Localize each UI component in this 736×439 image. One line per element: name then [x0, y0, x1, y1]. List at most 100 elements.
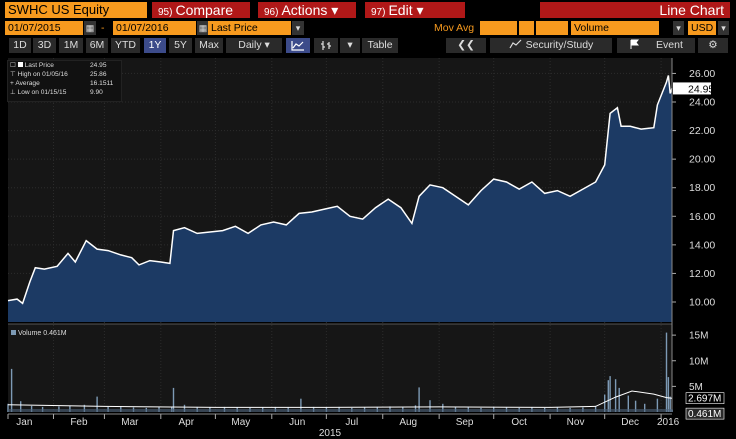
price-area — [8, 75, 672, 323]
volume-bars — [7, 332, 673, 412]
edit-number: 97) — [371, 7, 386, 18]
security-study-button[interactable]: Security/Study — [490, 38, 612, 53]
month-tick-label: Jun — [289, 417, 305, 428]
volume-bar — [414, 405, 417, 412]
price-tick-label: 10.00 — [689, 297, 715, 309]
volume-bar — [7, 403, 9, 412]
price-legend[interactable]: ☐ Last Price 24.95 ⊤ High on 01/05/16 25… — [7, 60, 122, 102]
volume-bar — [69, 405, 71, 412]
volume-bar — [30, 405, 33, 412]
month-tick-label: Sep — [456, 417, 474, 428]
actions-label: Actions ▾ — [281, 2, 339, 18]
volume-bar — [614, 379, 617, 412]
legend-low-label: Low on 01/15/15 — [17, 89, 67, 96]
month-tick-label: 2016 — [657, 417, 680, 428]
last-price-tag-label: 24.95 — [688, 83, 714, 95]
legend-average: + Average 16.1511 — [10, 80, 113, 87]
legend-last-price-value: 24.95 — [90, 62, 107, 69]
gear-icon[interactable]: ⚙ — [698, 38, 728, 53]
end-date-field[interactable]: 01/07/2016 — [113, 21, 196, 35]
high-marker-icon: ⊤ — [10, 71, 16, 78]
month-tick-label: Nov — [567, 417, 585, 428]
legend-average-label: Average — [15, 80, 40, 87]
mov-avg-field-3[interactable] — [536, 21, 568, 35]
edit-button[interactable]: 97) Edit ▾ — [365, 2, 465, 18]
calendar-icon[interactable]: ▦ — [197, 21, 209, 35]
chevron-down-icon[interactable]: ▾ — [673, 21, 684, 35]
volume-bar — [300, 398, 302, 412]
price-tick-label: 14.00 — [689, 239, 715, 251]
tab-max[interactable]: Max — [195, 38, 223, 53]
low-marker-icon: ⊥ — [10, 89, 16, 96]
volume-bar — [634, 400, 637, 412]
volume-bar — [418, 387, 420, 412]
last-price-tag-bg — [673, 82, 711, 95]
chevron-down-icon[interactable]: ▾ — [718, 21, 729, 35]
volume-moving-average — [7, 390, 673, 408]
compare-number: 95) — [158, 7, 173, 18]
chevron-down-icon[interactable]: ▾ — [292, 21, 304, 35]
volume-bar — [442, 403, 444, 412]
volume-bar — [656, 398, 659, 412]
range-bar: 01/07/2015 ▦ - 01/07/2016 ▦ Last Price ▾… — [0, 20, 736, 37]
price-line — [7, 75, 673, 305]
tab-1y[interactable]: 1Y — [144, 38, 166, 53]
actions-button[interactable]: 96) Actions ▾ — [258, 2, 356, 18]
volume-tags: 2.697M 0.461M — [685, 392, 725, 420]
month-tick-label: Jul — [345, 417, 358, 428]
mov-avg-field-2[interactable] — [519, 21, 534, 35]
volume-bar — [20, 401, 22, 412]
volume-bar — [607, 380, 609, 412]
back-button[interactable]: ❮❮ — [446, 38, 486, 53]
year-label: 2015 — [319, 428, 342, 439]
month-tick-label: May — [231, 417, 250, 428]
volume-legend-label: Volume 0.461M — [17, 330, 67, 337]
toolbar: 1D 3D 1M 6M YTD 1Y 5Y Max Daily ▾ ▾ Tabl… — [0, 37, 736, 54]
legend-high: ⊤ High on 01/05/16 25.86 — [10, 71, 107, 78]
date-dash: - — [101, 22, 105, 34]
tab-1d[interactable]: 1D — [9, 38, 31, 53]
price-field[interactable]: Last Price — [208, 21, 291, 35]
ticker-field[interactable]: SWHC US Equity — [5, 2, 147, 18]
edit-label: Edit ▾ — [388, 2, 424, 18]
price-tick-label: 22.00 — [689, 125, 715, 137]
price-chart[interactable]: 10.00 12.00 14.00 16.00 18.00 20.00 22.00 24.00… — [0, 56, 736, 439]
start-date-field[interactable]: 01/07/2015 — [5, 21, 83, 35]
tab-1m[interactable]: 1M — [59, 38, 83, 53]
average-marker-icon: + — [10, 80, 14, 87]
mov-avg-field-1[interactable] — [480, 21, 517, 35]
compare-button[interactable]: 95) Compare — [152, 2, 250, 18]
calendar-icon[interactable]: ▦ — [84, 21, 96, 35]
legend-low-value: 9.90 — [90, 89, 103, 96]
chart-type-dropdown[interactable]: ▾ — [340, 38, 360, 53]
legend-checkbox-icon[interactable]: ☐ — [10, 62, 16, 69]
tab-6m[interactable]: 6M — [86, 38, 108, 53]
tab-3d[interactable]: 3D — [33, 38, 56, 53]
actions-number: 96) — [264, 7, 279, 18]
tab-5y[interactable]: 5Y — [169, 38, 192, 53]
bar-type-icon[interactable] — [314, 38, 338, 53]
security-study-label: Security/Study — [525, 39, 594, 51]
line-chart-icon[interactable] — [286, 38, 310, 53]
volume-bar — [96, 396, 98, 412]
price-tick-label: 20.00 — [689, 154, 715, 166]
frequency-dropdown[interactable]: Daily ▾ — [226, 38, 282, 53]
flag-icon — [630, 39, 640, 49]
month-tick-label: Mar — [121, 417, 139, 428]
volume-panel-bg — [8, 324, 672, 412]
volume-bar — [669, 396, 671, 412]
volume-bar — [618, 387, 620, 412]
volume-tag-label: 2.697M — [688, 394, 721, 405]
currency-field[interactable]: USD — [688, 21, 716, 35]
volume-tick-label: 5M — [689, 382, 703, 393]
tab-ytd[interactable]: YTD — [111, 38, 140, 53]
volume-legend[interactable]: Volume 0.461M — [11, 330, 67, 337]
volume-field[interactable]: Volume — [571, 21, 659, 35]
event-label: Event — [656, 39, 683, 51]
event-button[interactable]: Event — [617, 38, 695, 53]
volume-bar — [429, 400, 431, 412]
legend-low: ⊥ Low on 01/15/15 9.90 — [10, 89, 103, 96]
table-button[interactable]: Table — [362, 38, 398, 53]
volume-bar — [172, 387, 175, 412]
legend-average-value: 16.1511 — [90, 80, 114, 87]
